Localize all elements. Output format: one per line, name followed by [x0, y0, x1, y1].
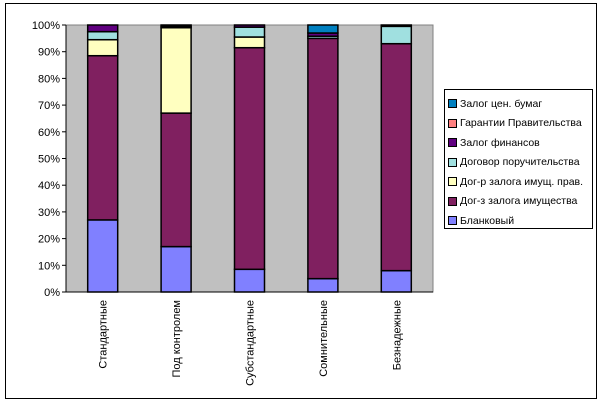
bar-segment-1-2	[233, 46, 266, 271]
bar-segment-1-3	[307, 37, 339, 280]
y-tick-label: 0%	[44, 287, 60, 299]
legend-swatch	[448, 118, 457, 128]
x-tick-label: Стандартные	[98, 300, 110, 369]
bar-segment-3-0	[86, 30, 119, 41]
legend-item: Гарантии Правительства	[448, 114, 592, 134]
y-tick-label: 80%	[38, 73, 60, 85]
legend-item: Договор поручительства	[448, 153, 592, 173]
bar-segment-1-1	[160, 112, 192, 248]
y-tick-label: 10%	[38, 260, 60, 272]
bar-segment-2-1	[160, 26, 192, 114]
bar-segment-4-0	[86, 24, 119, 33]
y-tick-label: 30%	[38, 207, 60, 219]
legend-swatch	[448, 157, 457, 167]
y-tick-label: 90%	[38, 47, 60, 59]
legend-label: Залог цен. бумаг	[460, 97, 543, 110]
bar-segment-2-0	[86, 38, 119, 57]
bar-segment-0-1	[160, 245, 192, 293]
legend-label: Дог-р залога имущ. прав.	[460, 175, 584, 188]
legend-label: Договор поручительства	[460, 156, 580, 169]
y-tick-label: 50%	[38, 154, 60, 166]
bar-segment-1-4	[380, 42, 413, 272]
legend-swatch	[448, 99, 457, 109]
legend-item: Бланковый	[448, 211, 592, 231]
x-tick-label: Сомнительные	[318, 300, 330, 377]
x-tick-label: Субстандартные	[245, 300, 257, 386]
bar-segment-3-2	[233, 26, 266, 38]
legend-swatch	[448, 196, 457, 206]
legend-item: Залог финансов	[448, 133, 592, 153]
bar-segment-0-4	[380, 269, 413, 293]
legend: Залог цен. бумаг Гарантии Правительства За…	[444, 89, 593, 229]
y-tick-label: 20%	[38, 234, 60, 246]
bar-segment-4-2	[233, 24, 266, 28]
y-tick-label: 60%	[38, 127, 60, 139]
y-tick-label: 40%	[38, 180, 60, 192]
bar-segment-4-1	[160, 24, 192, 28]
legend-label: Гарантии Правительства	[460, 117, 582, 130]
legend-item: Дог-з залога имущества	[448, 192, 592, 212]
legend-label: Залог финансов	[460, 136, 540, 149]
legend-label: Бланковый	[460, 214, 515, 227]
bar-segment-0-0	[86, 219, 119, 293]
y-tick-label: 100%	[32, 20, 60, 32]
bar-segment-2-2	[233, 36, 266, 49]
bar-segment-4-4	[380, 24, 413, 28]
bar-segment-0-2	[233, 268, 266, 293]
legend-item: Дог-р залога имущ. прав.	[448, 172, 592, 192]
x-tick-label: Под контролем	[171, 300, 183, 378]
legend-item: Залог цен. бумаг	[448, 94, 592, 114]
y-tick-label: 70%	[38, 100, 60, 112]
legend-swatch	[448, 138, 457, 148]
bar-segment-1-0	[86, 54, 119, 221]
bar-segment-6-3	[307, 24, 339, 34]
legend-label: Дог-з залога имущества	[460, 195, 578, 208]
bar-segment-3-4	[380, 25, 413, 45]
legend-swatch	[448, 216, 457, 226]
legend-swatch	[448, 177, 457, 187]
bar-segment-0-3	[307, 277, 339, 293]
chart-frame	[5, 3, 597, 399]
x-tick-label: Безнадежные	[391, 300, 403, 370]
